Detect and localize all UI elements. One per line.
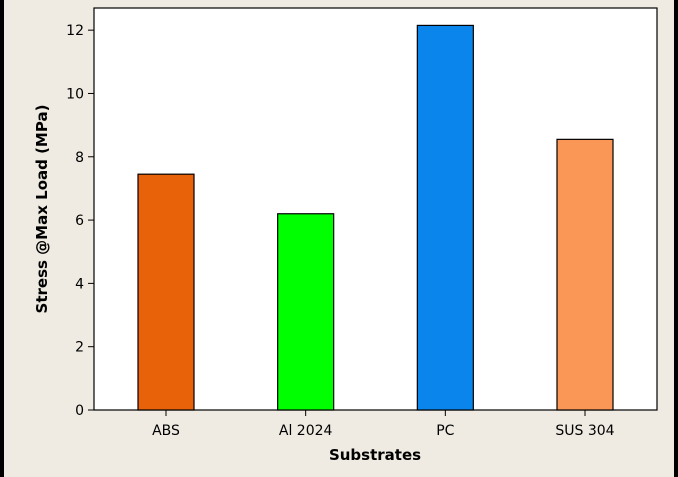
y-axis: 0 2 4 6 8 10 12	[66, 23, 94, 419]
y-tick-label-6: 12	[66, 23, 84, 39]
x-tick-label-3: SUS 304	[555, 423, 614, 439]
bars-group	[137, 24, 614, 411]
y-tick-label-1: 2	[75, 340, 84, 356]
bar-sus-304	[556, 138, 614, 411]
y-tick-label-2: 4	[75, 276, 84, 292]
y-tick-label-4: 8	[75, 150, 84, 166]
bar-pc	[416, 24, 474, 411]
y-tick-label-3: 6	[75, 213, 84, 229]
y-tick-label-0: 0	[75, 403, 84, 419]
y-axis-title: Stress @Max Load (MPa)	[33, 105, 51, 314]
left-frame-border	[0, 0, 4, 477]
right-frame-border	[674, 0, 678, 477]
x-axis: ABS Al 2024 PC SUS 304	[152, 410, 615, 439]
bar-abs	[137, 173, 195, 411]
x-axis-title: Substrates	[329, 446, 421, 464]
x-tick-label-2: PC	[436, 423, 454, 439]
y-tick-label-5: 10	[66, 86, 84, 102]
x-tick-label-1: Al 2024	[279, 423, 333, 439]
bar-al-2024	[277, 213, 335, 411]
x-tick-label-0: ABS	[152, 423, 180, 439]
